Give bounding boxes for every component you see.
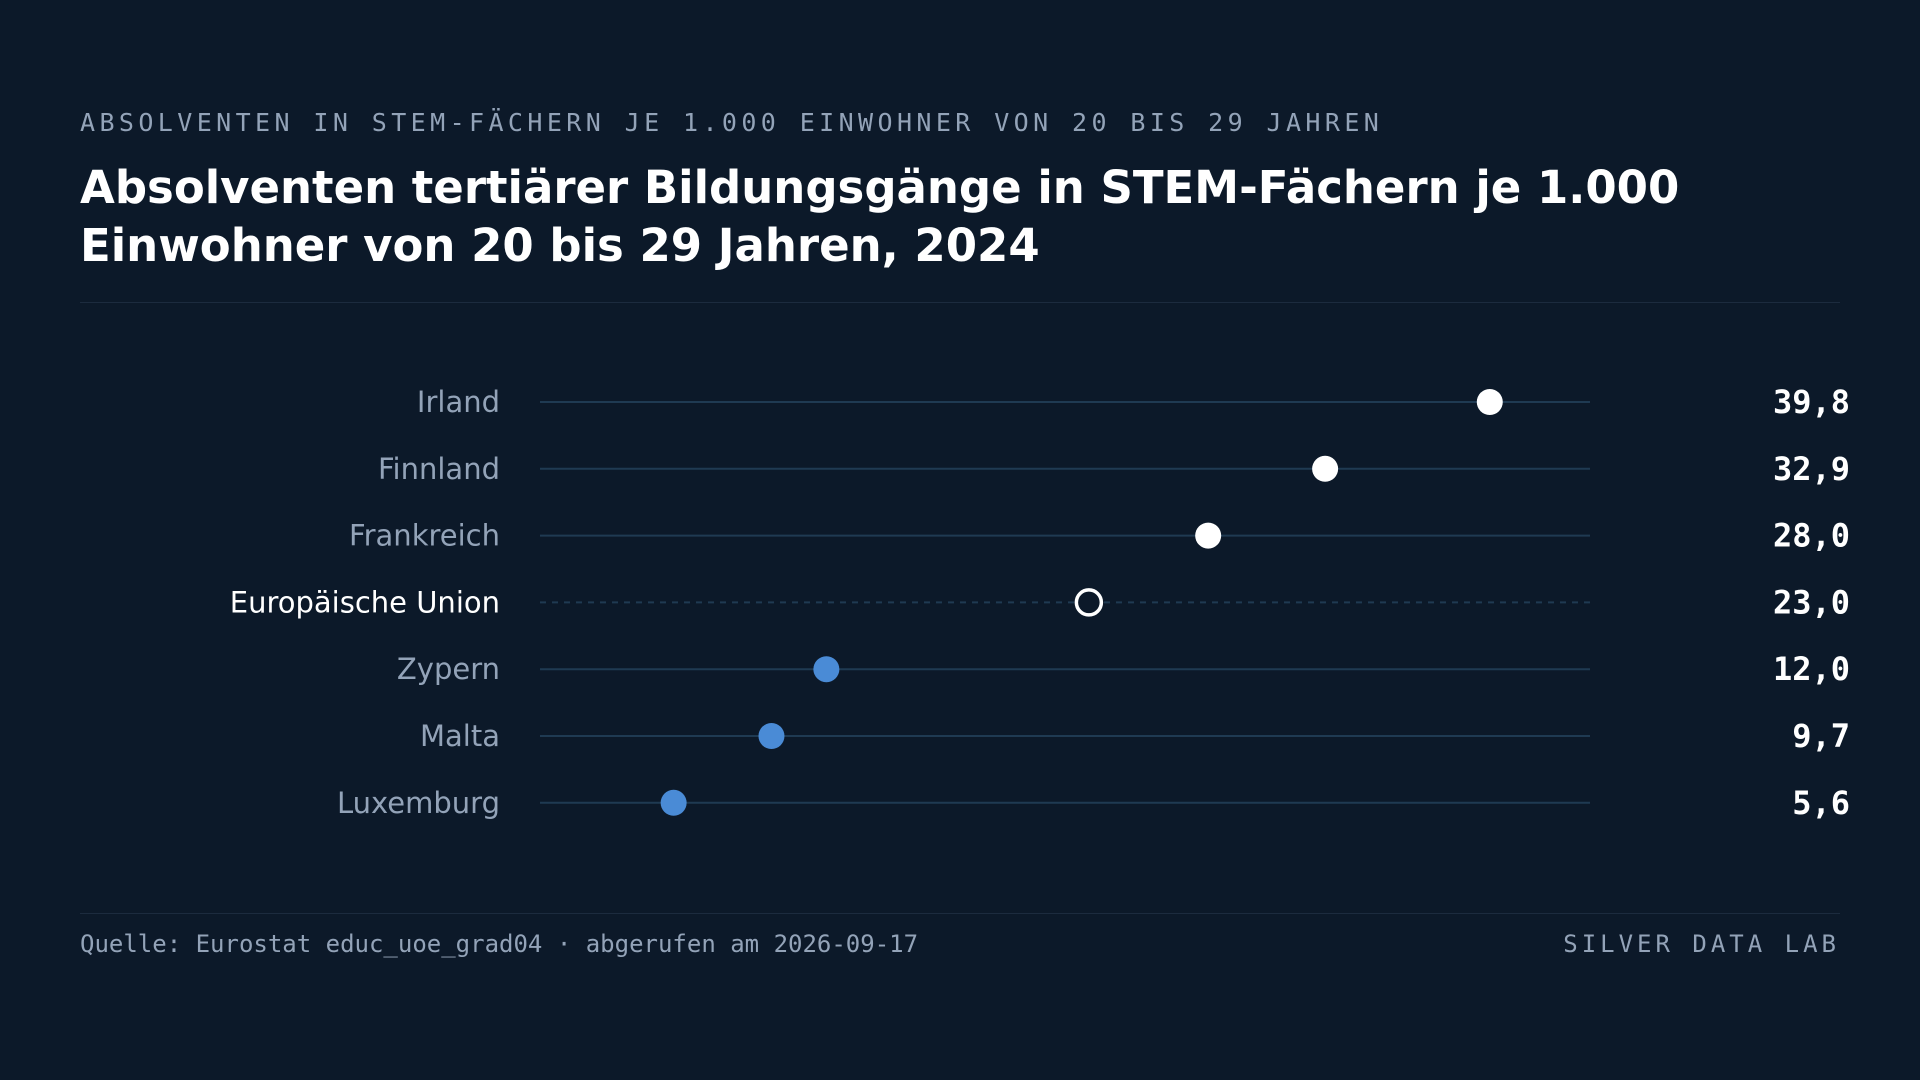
chart-kicker: ABSOLVENTEN IN STEM-FÄCHERN JE 1.000 EIN… (80, 108, 1384, 137)
chart-title: Absolventen tertiärer Bildungsgänge in S… (80, 161, 1680, 272)
value-label-frankreich: 28,0 (1773, 517, 1850, 555)
data-point-zypern (813, 656, 840, 683)
category-label-finnland: Finnland (378, 452, 500, 486)
category-label-frankreich: Frankreich (349, 519, 500, 553)
data-point-irland (1476, 389, 1503, 415)
data-point-luxemburg (660, 789, 687, 816)
category-label-luxemburg: Luxemburg (337, 786, 500, 820)
category-label-irland: Irland (417, 385, 500, 419)
value-label-irland: 39,8 (1773, 383, 1850, 421)
footer-divider (80, 913, 1840, 914)
category-label-zypern: Zypern (397, 652, 500, 686)
header-divider (80, 302, 1840, 303)
value-label-zypern: 12,0 (1773, 650, 1850, 688)
data-point-frankreich (1195, 522, 1222, 549)
source-note: Quelle: Eurostat educ_uoe_grad04 · abger… (80, 930, 919, 958)
data-point-finnland (1312, 455, 1339, 482)
brand-label: SILVER DATA LAB (1563, 930, 1840, 958)
dot-plot-chart: Irland 39,8 Finnland 32,9 Frankreich 28,0 Euro… (230, 383, 1850, 822)
value-label-finnland: 32,9 (1773, 450, 1850, 488)
value-label-malta: 9,7 (1792, 717, 1850, 755)
category-label-europäische-union: Europäische Union (230, 585, 500, 619)
data-point-europäische-union (1074, 588, 1104, 617)
data-point-malta (758, 723, 785, 749)
value-label-europäische-union: 23,0 (1773, 583, 1850, 621)
category-label-malta: Malta (420, 719, 500, 753)
value-label-luxemburg: 5,6 (1792, 784, 1850, 822)
